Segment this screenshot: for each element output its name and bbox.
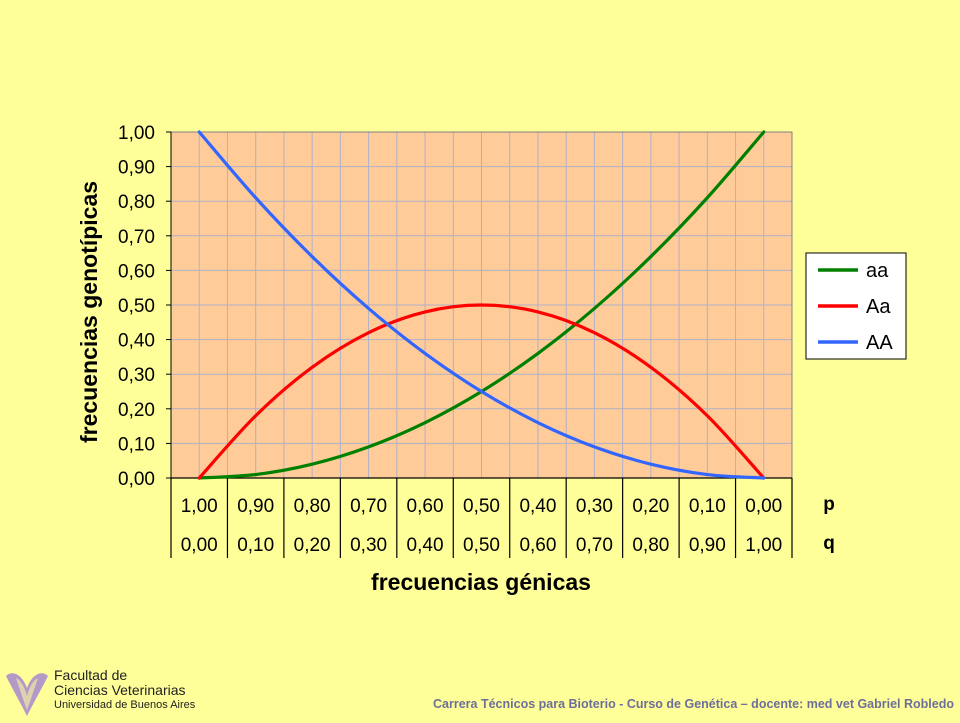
y-tick-label: 1,00: [118, 123, 155, 144]
y-tick-label: 0,00: [118, 469, 155, 490]
x-row-label-q: q: [823, 533, 835, 554]
x-tick-label-p: 0,10: [689, 496, 726, 517]
y-tick-label: 0,10: [118, 434, 155, 455]
footer-credit: Carrera Técnicos para Bioterio - Curso d…: [433, 697, 954, 711]
legend-label-AA: AA: [866, 332, 893, 354]
logo-line-faculty: Facultad de: [54, 667, 128, 683]
grid-lines: [170, 131, 793, 479]
y-tick-label: 0,20: [118, 400, 155, 421]
y-axis-tick-labels: 0,00 0,10 0,20 0,30 0,40 0,50 0,60 0,70 0,80 0,90…: [118, 123, 172, 490]
x-tick-label-p: 0,90: [237, 496, 274, 517]
x-axis-title: frecuencias génicas: [371, 569, 591, 595]
x-tick-label-q: 0,20: [294, 535, 331, 556]
logo-line-university: Universidad de Buenos Aires: [54, 699, 196, 711]
x-tick-label-p: 0,20: [632, 496, 669, 517]
x-tick-label-q: 0,90: [689, 535, 726, 556]
x-tick-label-p: 0,30: [576, 496, 613, 517]
x-row-label-p: p: [823, 494, 835, 515]
series-line-aa: [197, 130, 766, 480]
logo-line-sciences: Ciencias Veterinarias: [54, 682, 186, 698]
x-tick-label-p: 0,50: [463, 496, 500, 517]
series-lines: [197, 130, 766, 480]
x-tick-label-q: 0,80: [632, 535, 669, 556]
y-tick-label: 0,70: [118, 227, 155, 248]
y-tick-label: 0,80: [118, 192, 155, 213]
y-tick-label: 0,40: [118, 331, 155, 352]
legend: aa Aa AA: [805, 252, 907, 360]
x-tick-label-q: 0,30: [350, 535, 387, 556]
x-tick-label-q: 0,50: [463, 535, 500, 556]
x-axis-table: 1,00 0,90 0,80 0,70 0,60 0,50 0,40 0,30 0,20 0,10…: [170, 477, 835, 558]
x-tick-label-q: 0,10: [237, 535, 274, 556]
x-tick-label-p: 0,00: [745, 496, 782, 517]
y-tick-label: 0,50: [118, 296, 155, 317]
x-tick-label-p: 0,60: [407, 496, 444, 517]
legend-label-aa: aa: [866, 260, 889, 282]
x-tick-label-q: 0,60: [519, 535, 556, 556]
x-tick-label-p: 1,00: [181, 496, 218, 517]
x-tick-label-q: 0,70: [576, 535, 613, 556]
y-axis-title: frecuencias genotípicas: [76, 181, 102, 443]
faculty-emblem-icon: [6, 673, 48, 716]
x-tick-label-q: 0,40: [407, 535, 444, 556]
legend-label-Aa: Aa: [866, 296, 891, 318]
x-tick-label-p: 0,40: [519, 496, 556, 517]
x-tick-label-p: 0,80: [294, 496, 331, 517]
x-tick-label-q: 1,00: [745, 535, 782, 556]
y-tick-label: 0,60: [118, 261, 155, 282]
faculty-logo: Facultad de Ciencias Veterinarias Univer…: [4, 668, 204, 718]
series-line-AA: [197, 130, 766, 480]
y-tick-label: 0,90: [118, 158, 155, 179]
y-tick-label: 0,30: [118, 365, 155, 386]
x-tick-label-p: 0,70: [350, 496, 387, 517]
x-tick-label-q: 0,00: [181, 535, 218, 556]
series-line-Aa: [197, 303, 766, 480]
